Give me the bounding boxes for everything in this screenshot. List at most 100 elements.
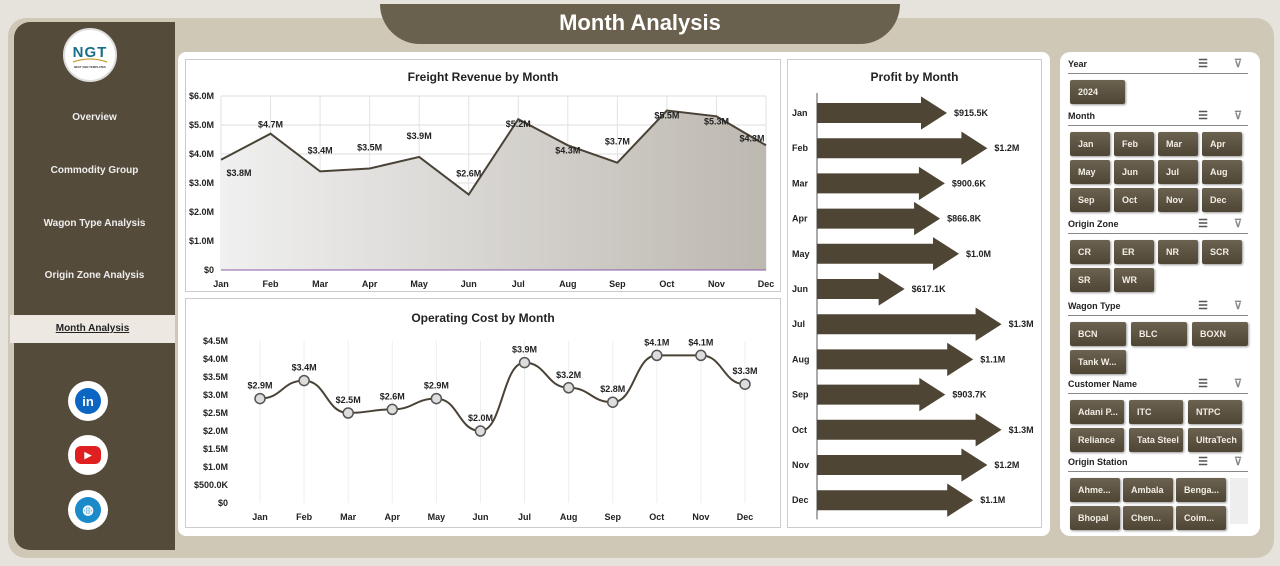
youtube-button[interactable]: ▶ [68,435,108,475]
slicer-item[interactable]: Ambala [1123,478,1173,502]
slicer-item[interactable]: Sep [1070,188,1110,212]
revenue-line [220,109,767,197]
y-tick-label: $3.5M [203,372,228,382]
nav-origin-zone-analysis[interactable]: Origin Zone Analysis [44,270,145,281]
slicer-item[interactable]: Chen... [1123,506,1173,530]
chart-title: Operating Cost by Month [411,311,555,325]
slicer-item[interactable]: Tank W... [1070,350,1126,374]
scrollbar[interactable] [1230,478,1248,524]
data-label: $900.6K [952,178,987,188]
clear-filter-icon[interactable]: ⊽ [1233,456,1242,468]
y-tick-label: Jun [792,284,808,294]
data-point [430,392,443,405]
nav-month-analysis[interactable]: Month Analysis [10,315,175,343]
slicer-item[interactable]: Benga... [1176,478,1226,502]
multi-select-icon[interactable]: ☰ [1198,300,1208,312]
profit-arrow [817,377,946,412]
nav-wagon-type-analysis[interactable]: Wagon Type Analysis [43,218,146,229]
multi-select-icon[interactable]: ☰ [1198,58,1208,70]
slicer-title: Origin Station [1068,457,1128,467]
slicer-item[interactable]: SCR [1202,240,1242,264]
x-tick-label: Mar [312,279,329,289]
x-tick-label: Nov [692,512,709,522]
clear-filter-icon[interactable]: ⊽ [1233,378,1242,390]
y-tick-label: Feb [792,143,809,153]
slicer-item[interactable]: BOXN [1192,322,1248,346]
multi-select-icon[interactable]: ☰ [1198,456,1208,468]
y-tick-label: $5.0M [189,120,214,130]
x-tick-label: Jul [518,512,531,522]
y-tick-label: $3.0M [203,390,228,400]
slicer-item[interactable]: ER [1114,240,1154,264]
slicer-item[interactable]: Oct [1114,188,1154,212]
x-tick-label: Jul [512,279,525,289]
website-button[interactable]: ◍ [68,490,108,530]
chart-title: Freight Revenue by Month [407,70,559,84]
slicer-item[interactable]: Jun [1114,160,1154,184]
slicer-item[interactable]: Coim... [1176,506,1226,530]
slicer-item[interactable]: Jan [1070,132,1110,156]
data-label: $3.5M [357,143,382,153]
slicer-item[interactable]: UltraTech [1188,428,1242,452]
slicer-item[interactable]: 2024 [1070,80,1125,104]
slicer-item[interactable]: NR [1158,240,1198,264]
logo-subtext: NEXT GEN TEMPLATES [74,65,106,69]
slicer-item[interactable]: BCN [1070,322,1126,346]
data-point [518,356,531,369]
linkedin-button[interactable]: in [68,381,108,421]
operating-cost-chart: Operating Cost by Month $0 $500.0K $1.0M $1… [185,298,781,528]
multi-select-icon[interactable]: ☰ [1198,378,1208,390]
data-point [606,396,619,408]
profit-arrow [817,131,988,165]
slicer-item[interactable]: Jul [1158,160,1198,184]
x-tick-label: Sep [609,279,626,289]
x-tick-label: May [410,279,428,289]
data-label: $1.1M [980,495,1005,505]
profit-arrow [817,413,1002,447]
clear-filter-icon[interactable]: ⊽ [1233,58,1242,70]
x-tick-label: Oct [649,512,664,522]
slicer-item[interactable]: Apr [1202,132,1242,156]
page-title: Month Analysis [380,4,900,44]
data-label: $2.0M [468,413,493,423]
clear-filter-icon[interactable]: ⊽ [1233,110,1242,122]
data-label: $3.3M [732,366,757,376]
multi-select-icon[interactable]: ☰ [1198,110,1208,122]
slicer-item[interactable]: NTPC [1188,400,1242,424]
nav-commodity-group[interactable]: Commodity Group [50,165,139,176]
chart-title: Profit by Month [870,70,959,84]
y-tick-label: $500.0K [194,480,229,490]
slicer-item[interactable]: Adani P... [1070,400,1124,424]
clear-filter-icon[interactable]: ⊽ [1233,300,1242,312]
slicer-item[interactable]: ITC [1129,400,1183,424]
slicer-item[interactable]: Dec [1202,188,1242,212]
slicer-header-origin-zone: Origin Zone ☰ ⊽ [1068,216,1248,234]
slicer-item[interactable]: Tata Steel [1129,428,1183,452]
slicer-item[interactable]: Feb [1114,132,1154,156]
slicer-item[interactable]: SR [1070,268,1110,292]
slicer-item[interactable]: Ahme... [1070,478,1120,502]
cost-line [259,354,746,433]
profit-arrow [817,237,959,271]
slicer-item[interactable]: Nov [1158,188,1198,212]
slicer-item[interactable]: BLC [1131,322,1187,346]
data-label: $3.2M [556,370,581,380]
multi-select-icon[interactable]: ☰ [1198,218,1208,230]
data-label: $2.9M [247,381,272,391]
slicer-item[interactable]: WR [1114,268,1154,292]
slicer-item[interactable]: Bhopal [1070,506,1120,530]
slicer-item[interactable]: Reliance [1070,428,1124,452]
slicer-item[interactable]: Mar [1158,132,1198,156]
profit-arrow [817,307,1002,341]
data-point [254,392,266,405]
data-label: $5.5M [654,111,679,121]
slicer-item[interactable]: May [1070,160,1110,184]
slicer-item[interactable]: CR [1070,240,1110,264]
slicer-item[interactable]: Aug [1202,160,1242,184]
x-tick-label: May [428,512,446,522]
profit-chart: Profit by Month Jan $915.5K Feb $1.2M Mar $90… [787,59,1042,528]
data-label: $3.8M [226,168,251,178]
data-label: $4.1M [644,337,669,347]
clear-filter-icon[interactable]: ⊽ [1233,218,1242,230]
nav-overview[interactable]: Overview [72,112,117,123]
